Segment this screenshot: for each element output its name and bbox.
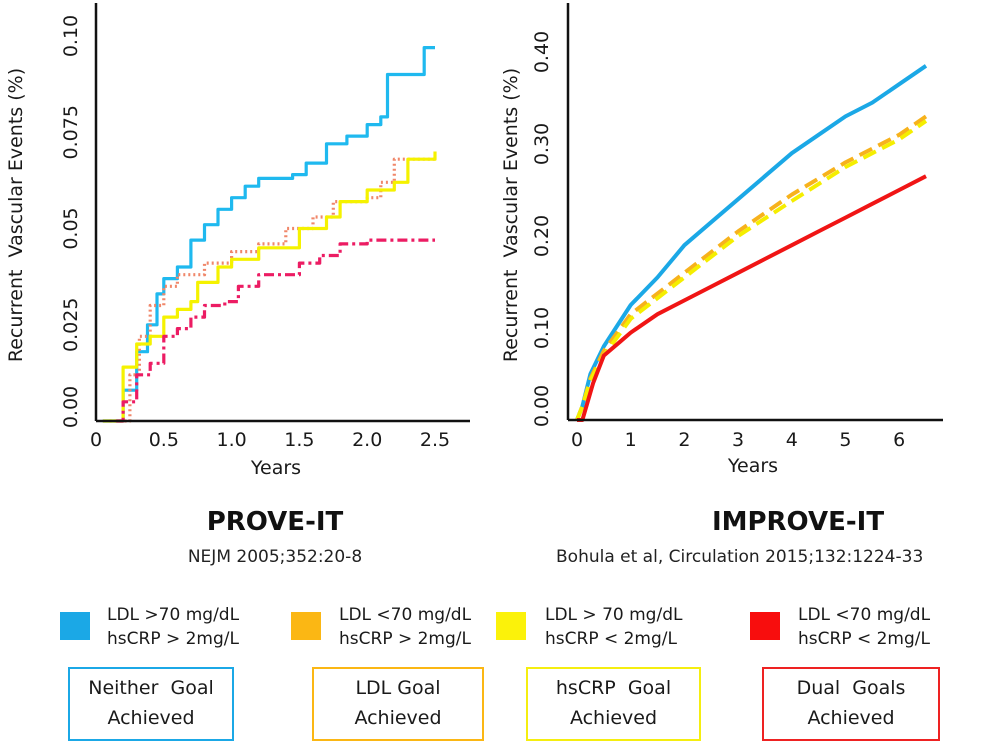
x-tick-label: 2.5 [420,429,450,451]
x-tick-label: 3 [732,429,744,451]
series-line-ldl-goal-achieved [109,157,435,423]
series-line-neither-goal-achieved [102,46,435,423]
goal-label: LDL Goal [355,677,441,699]
legend-ldl-criteria: LDL <70 mg/dL [339,605,472,625]
x-tick-label: 0 [90,429,102,451]
study-citation: NEJM 2005;352:20-8 [187,547,363,567]
x-axis-title: Years [250,457,301,479]
y-axis-title: Recurrent Vascular Events (%) [500,68,522,362]
legend-swatch [60,612,90,640]
x-tick-label: 2 [678,429,690,451]
prove-it-chart: 0 0.5 1.0 1.5 2.0 2.5 0.00 0.025 0.05 0.075 0.10 Ye… [5,3,470,479]
legend-swatch [496,612,526,640]
y-axis-title: Recurrent Vascular Events (%) [5,68,27,362]
goal-box: LDL Goal Achieved [312,667,484,741]
y-tick-label: 0.40 [531,31,553,73]
goal-label: hsCRP Goal [555,677,672,699]
study-title: PROVE-IT [206,507,344,537]
series-line-hscrp-goal-achieved [575,119,928,421]
series-line-dual-goals-achieved [116,238,435,423]
x-tick-label: 2.0 [352,429,382,451]
x-tick-label: 1 [625,429,637,451]
legend-swatch [291,612,321,640]
goal-label-achieved: Achieved [107,707,195,729]
x-tick-label: 0.5 [149,429,179,451]
legend-ldl-criteria: LDL >70 mg/dL [107,605,240,625]
x-tick-label: 1.5 [284,429,314,451]
legend-hscrp-criteria: hsCRP < 2mg/L [798,629,930,649]
legend-ldl-criteria: LDL > 70 mg/dL [545,605,683,625]
y-tick-label: 0.00 [60,386,82,428]
legend-ldl-criteria: LDL <70 mg/dL [798,605,931,625]
study-prove-it: PROVE-IT NEJM 2005;352:20-8 [130,507,420,567]
x-axis-title: Years [727,455,778,477]
y-tick-label: 0.30 [531,123,553,165]
legend-hscrp-criteria: hsCRP < 2mg/L [545,629,677,649]
goal-box: Dual Goals Achieved [762,667,940,741]
y-tick-label: 0.00 [531,385,553,427]
goal-label: Neither Goal [88,677,214,699]
series-line-ldl-goal-achieved [575,114,928,421]
x-tick-label: 4 [786,429,798,451]
x-tick-label: 0 [571,429,583,451]
y-tick-label: 0.05 [60,207,82,249]
goal-label-achieved: Achieved [354,707,442,729]
series-line-dual-goals-achieved [577,174,927,422]
x-tick-label: 5 [839,429,851,451]
legend-label: LDL >70 mg/dL hsCRP > 2mg/L [107,603,239,651]
y-tick-label: 0.10 [60,15,82,57]
goal-label: Dual Goals [796,677,906,699]
y-tick-label: 0.20 [531,215,553,257]
improve-it-chart: 0 1 2 3 4 5 6 0.00 0.10 0.20 0.30 0.40 Years Recurren… [500,3,943,477]
x-tick-label: 1.0 [216,429,246,451]
series-line-neither-goal-achieved [575,64,928,421]
goal-box: hsCRP Goal Achieved [526,667,701,741]
series-line-hscrp-goal-achieved [102,151,437,423]
y-tick-label: 0.075 [60,105,82,159]
goal-label-achieved: Achieved [569,707,658,729]
study-citation: Bohula et al, Circulation 2015;132:1224-… [556,547,924,567]
legend-label: LDL <70 mg/dL hsCRP < 2mg/L [798,603,930,651]
charts-area: 0 0.5 1.0 1.5 2.0 2.5 0.00 0.025 0.05 0.075 0.10 Ye… [5,3,943,479]
study-improve-it: IMPROVE-IT Bohula et al, Circulation 201… [540,507,1000,567]
legend-label: LDL > 70 mg/dL hsCRP < 2mg/L [545,603,682,651]
legend-hscrp-criteria: hsCRP > 2mg/L [339,629,471,649]
y-tick-label: 0.025 [60,298,82,352]
study-title: IMPROVE-IT [711,507,885,537]
legend-hscrp-criteria: hsCRP > 2mg/L [107,629,239,649]
x-tick-label: 6 [893,429,905,451]
legend-swatch [750,612,780,640]
y-tick-label: 0.10 [531,307,553,349]
goal-box: Neither Goal Achieved [68,667,234,741]
goal-label-achieved: Achieved [807,707,895,729]
legend-label: LDL <70 mg/dL hsCRP > 2mg/L [339,603,471,651]
